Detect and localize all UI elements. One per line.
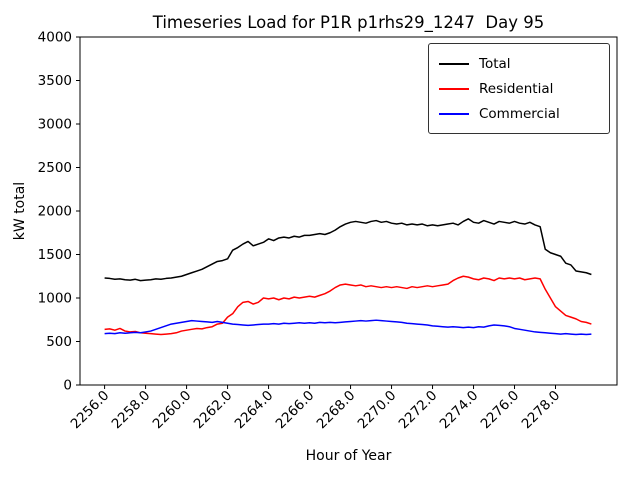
y-axis-label: kW total <box>12 181 28 241</box>
svg-text:500: 500 <box>46 334 72 350</box>
legend: Total Residential Commercial <box>428 43 610 134</box>
legend-label-total: Total <box>479 55 511 72</box>
svg-text:2266.0: 2266.0 <box>273 388 318 433</box>
svg-text:2274.0: 2274.0 <box>437 388 482 433</box>
svg-text:2500: 2500 <box>38 160 72 176</box>
svg-text:2270.0: 2270.0 <box>355 388 400 433</box>
svg-text:2262.0: 2262.0 <box>191 388 236 433</box>
svg-text:2000: 2000 <box>38 204 72 220</box>
residential-line-swatch <box>439 87 469 90</box>
legend-entry-commercial: Commercial <box>439 101 599 126</box>
total-line-swatch <box>439 62 469 65</box>
svg-text:1000: 1000 <box>38 291 72 307</box>
svg-text:2264.0: 2264.0 <box>232 388 277 433</box>
svg-text:4000: 4000 <box>38 30 72 46</box>
svg-text:0: 0 <box>63 378 72 394</box>
svg-text:2268.0: 2268.0 <box>314 388 359 433</box>
svg-text:2256.0: 2256.0 <box>68 388 113 433</box>
chart-title: Timeseries Load for P1R p1rhs29_1247 Day… <box>152 13 545 32</box>
svg-text:2260.0: 2260.0 <box>150 388 195 433</box>
svg-text:3000: 3000 <box>38 117 72 133</box>
legend-entry-residential: Residential <box>439 76 599 101</box>
svg-text:2272.0: 2272.0 <box>396 388 441 433</box>
svg-text:3500: 3500 <box>38 73 72 89</box>
svg-text:2278.0: 2278.0 <box>519 388 564 433</box>
legend-label-commercial: Commercial <box>479 105 560 122</box>
svg-text:2258.0: 2258.0 <box>109 388 154 433</box>
x-axis-label: Hour of Year <box>305 448 392 464</box>
svg-text:2276.0: 2276.0 <box>478 388 523 433</box>
svg-text:1500: 1500 <box>38 247 72 263</box>
commercial-line-swatch <box>439 112 469 115</box>
legend-entry-total: Total <box>439 51 599 76</box>
legend-label-residential: Residential <box>479 80 554 97</box>
